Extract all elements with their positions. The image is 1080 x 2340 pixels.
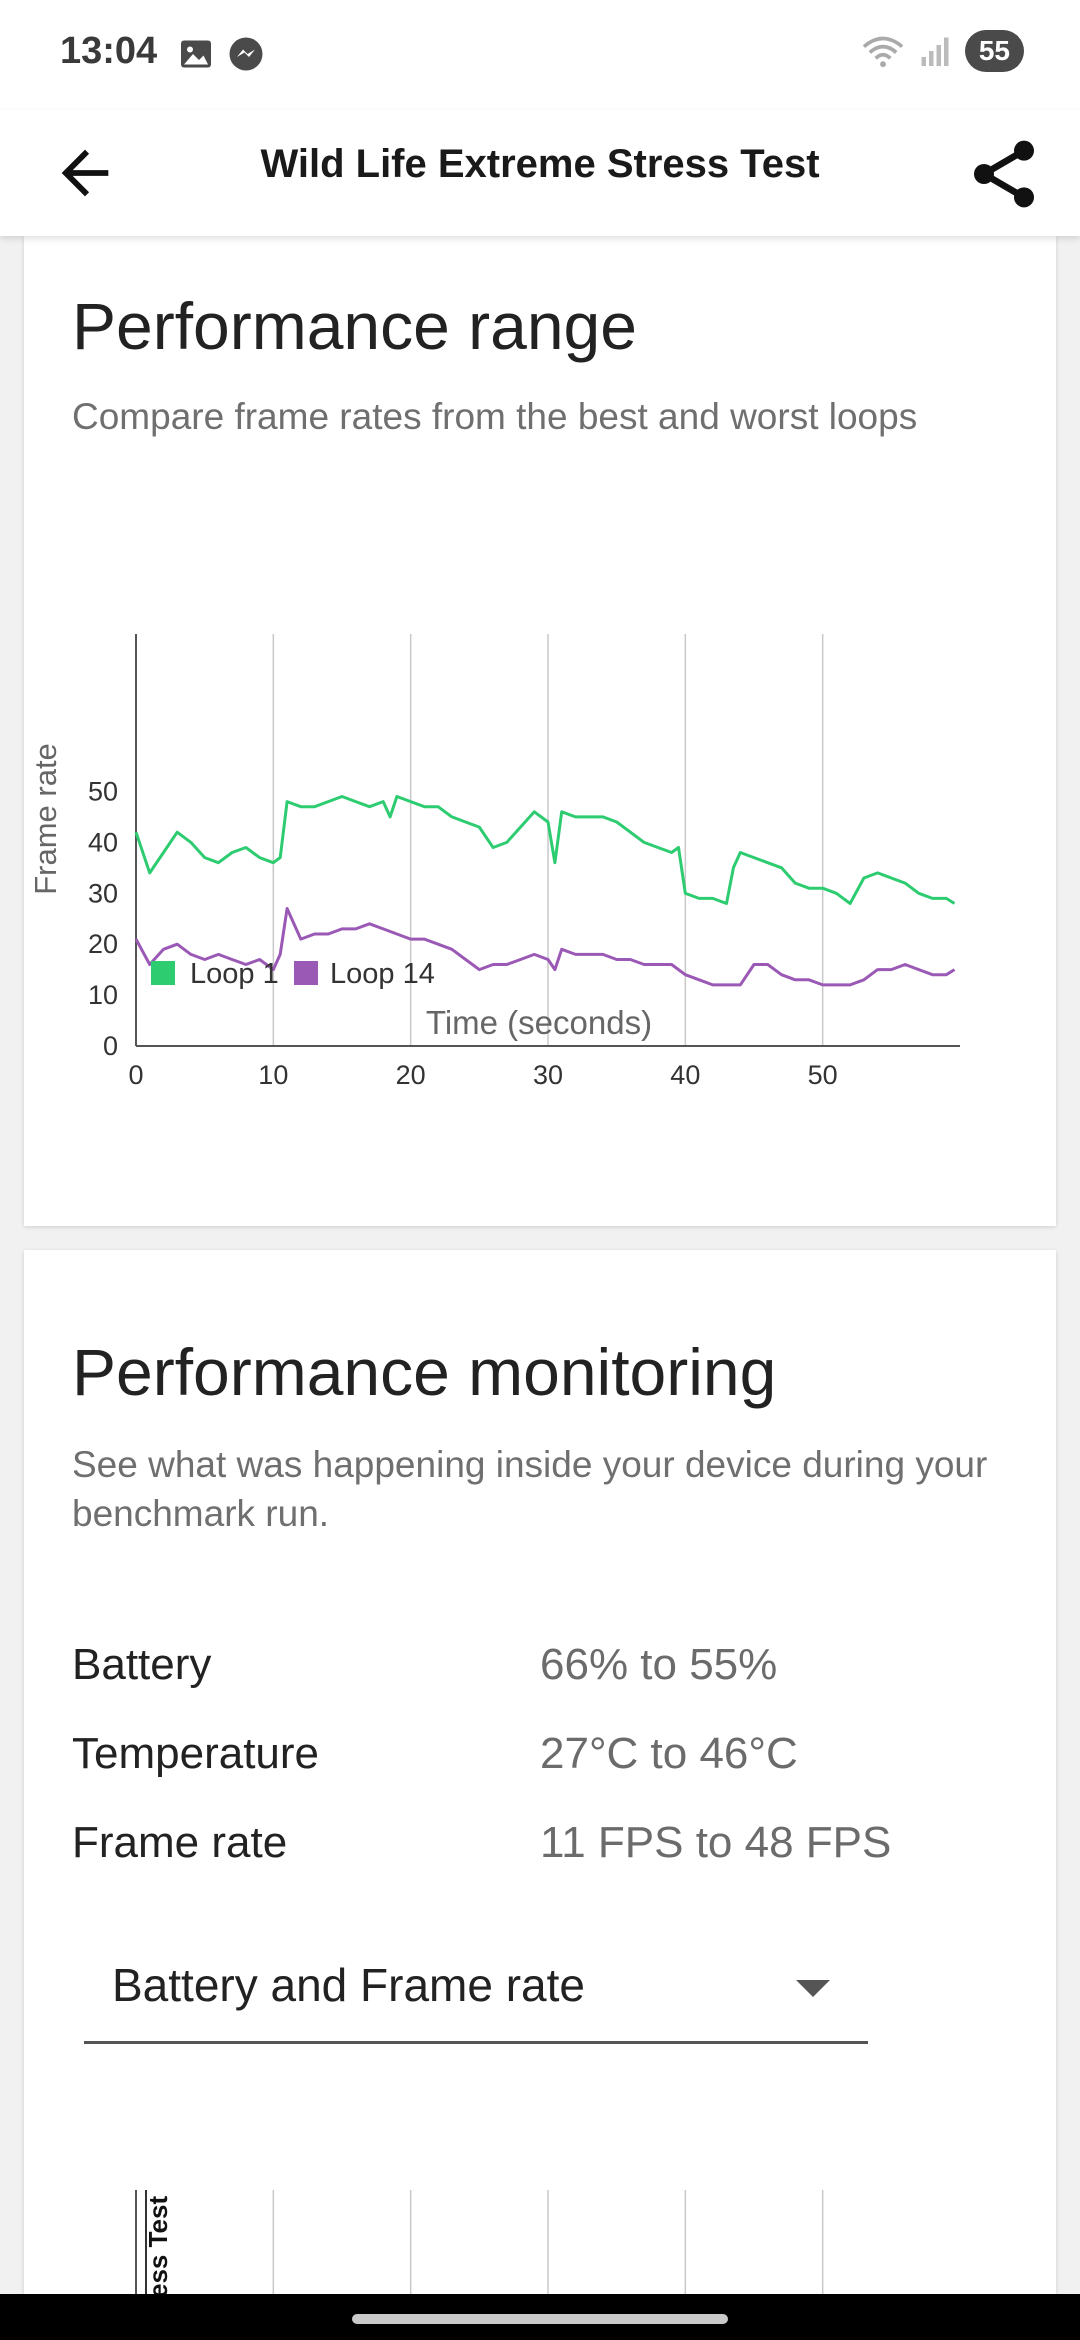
performance-monitoring-title: Performance monitoring	[72, 1335, 777, 1409]
metric-row-battery: Battery 66% to 55%	[72, 1620, 1012, 1709]
signal-icon	[921, 37, 949, 66]
series-line-loop-1	[134, 795, 956, 905]
y-axis-label: Frame rate	[28, 743, 63, 895]
frame-rate-chart: 0 10 20 30 40 50 0 10 20 30 40 50 Frame rate Loop 1…	[28, 634, 960, 1090]
status-bar: 13:04 55	[0, 0, 1080, 110]
y-tick-label: 40	[88, 827, 118, 857]
metric-label: Temperature	[72, 1728, 320, 1778]
metric-label: Frame rate	[72, 1817, 288, 1867]
performance-monitoring-subtitle: See what was happening inside your devic…	[72, 1444, 988, 1534]
metric-value: 66% to 55%	[540, 1639, 778, 1689]
share-icon[interactable]	[964, 134, 1044, 214]
performance-monitoring-card: Performance monitoring See what was happ…	[24, 1250, 1056, 2340]
performance-range-card: Performance range Compare frame rates fr…	[24, 236, 1056, 1226]
legend-swatch-loop-1	[151, 961, 175, 985]
x-tick-label: 0	[128, 1060, 143, 1090]
metric-value: 27°C to 46°C	[540, 1728, 798, 1778]
x-tick-label: 30	[533, 1060, 563, 1090]
y-tick-label: 50	[88, 776, 118, 806]
wifi-icon	[862, 36, 904, 68]
metric-label: Battery	[72, 1639, 212, 1689]
x-tick-label: 20	[396, 1060, 426, 1090]
page-title: Wild Life Extreme Stress Test	[260, 142, 820, 186]
status-right-icons: 55	[861, 30, 1024, 72]
battery-indicator: 55	[964, 30, 1024, 72]
legend: Loop 1 Loop 14	[151, 958, 435, 990]
dropdown-selected-value: Battery and Frame rate	[112, 1959, 585, 2011]
y-tick-label: 0	[103, 1031, 118, 1061]
gallery-icon	[181, 40, 211, 68]
y-tick-label: 30	[88, 878, 118, 908]
status-time: 13:04	[60, 30, 158, 72]
performance-range-title: Performance range	[72, 289, 637, 363]
x-axis-label: Time (seconds)	[426, 1004, 652, 1041]
legend-swatch-loop-14	[294, 961, 318, 985]
x-tick-label: 10	[258, 1060, 288, 1090]
legend-label-loop-14: Loop 14	[330, 958, 435, 990]
legend-label-loop-1: Loop 1	[190, 958, 279, 990]
navigation-bar	[0, 2294, 1080, 2340]
chart-metric-dropdown[interactable]: Battery and Frame rate	[84, 1936, 868, 2044]
metric-value: 11 FPS to 48 FPS	[540, 1817, 892, 1867]
home-gesture-handle[interactable]	[352, 2314, 728, 2324]
notification-icons	[178, 36, 264, 72]
dropdown-arrow-icon	[796, 1980, 830, 1997]
y-tick-label: 10	[88, 980, 118, 1010]
series-line-loop-14	[134, 907, 956, 987]
metrics-list: Battery 66% to 55% Temperature 27°C to 4…	[72, 1620, 1012, 1887]
y-tick-label: 20	[88, 929, 118, 959]
back-arrow-icon[interactable]	[50, 138, 120, 208]
messenger-icon	[229, 37, 263, 71]
x-tick-label: 40	[670, 1060, 700, 1090]
app-bar: Wild Life Extreme Stress Test	[0, 110, 1080, 236]
x-tick-label: 50	[808, 1060, 838, 1090]
metric-row-temperature: Temperature 27°C to 46°C	[72, 1709, 1012, 1798]
metric-row-frame-rate: Frame rate 11 FPS to 48 FPS	[72, 1798, 1012, 1887]
performance-range-subtitle: Compare frame rates from the best and wo…	[72, 396, 918, 437]
